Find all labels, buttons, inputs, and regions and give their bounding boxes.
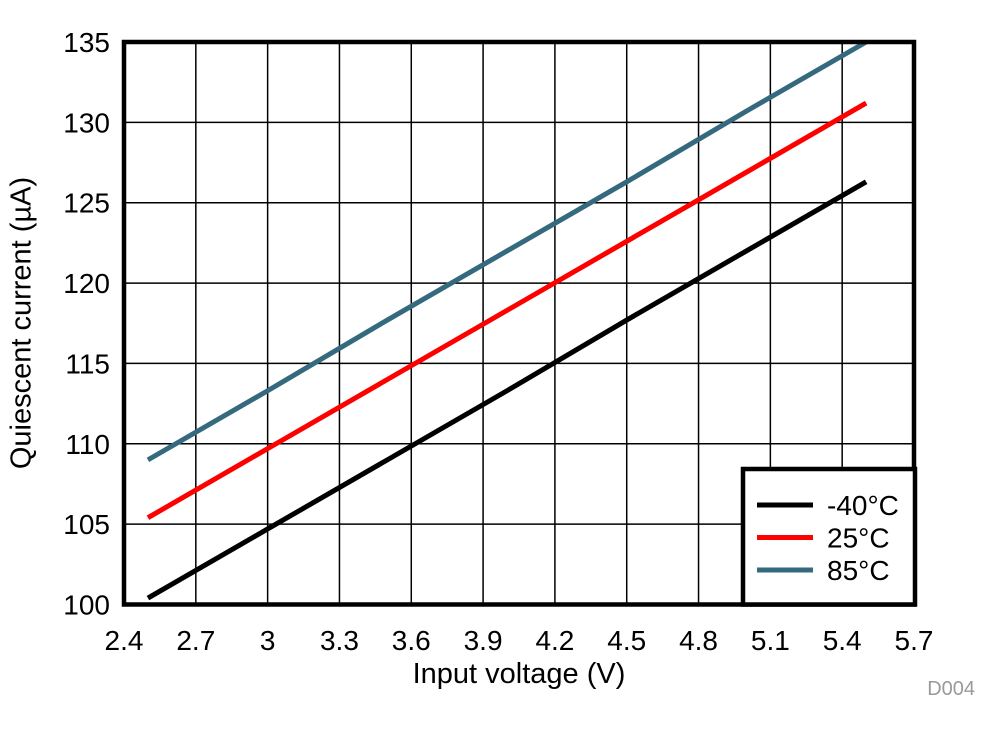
x-tick-label: 4.5 <box>607 625 646 656</box>
x-tick-label: 4.2 <box>535 625 574 656</box>
y-tick-label: 135 <box>63 27 110 58</box>
x-tick-label: 4.8 <box>679 625 718 656</box>
x-tick-label: 3.6 <box>392 625 431 656</box>
y-tick-label: 115 <box>65 348 110 379</box>
x-tick-label: 5.4 <box>823 625 862 656</box>
y-tick-label: 100 <box>63 590 110 621</box>
series-line-1 <box>146 100 868 520</box>
x-tick-label: 3.9 <box>464 625 503 656</box>
x-axis-title: Input voltage (V) <box>413 658 626 690</box>
legend-label-2: 85°C <box>827 555 890 586</box>
y-tick-label: 110 <box>65 429 110 460</box>
y-tick-label: 120 <box>63 268 110 299</box>
y-tick-label: 105 <box>63 509 110 540</box>
series-line-0 <box>146 179 868 601</box>
plot-border <box>121 39 917 607</box>
legend: -40°C25°C85°C <box>740 466 918 607</box>
y-tick-label: 130 <box>63 107 110 138</box>
x-tick-label: 2.7 <box>176 625 215 656</box>
x-tick-label: 2.4 <box>105 625 144 656</box>
legend-label-0: -40°C <box>827 490 899 521</box>
x-tick-label: 5.7 <box>895 625 934 656</box>
series-layer <box>146 39 868 601</box>
series-line-2 <box>146 39 868 463</box>
x-tick-label: 5.1 <box>751 625 790 656</box>
watermark: D004 <box>927 678 975 700</box>
tick-layer: 2.4 2.7 3 3.3 3.6 3.9 4.2 4.5 4.8 5.1 5.4 5.7 100 105… <box>63 27 933 656</box>
x-tick-label: 3 <box>260 625 276 656</box>
x-tick-label: 3.3 <box>320 625 359 656</box>
y-tick-label: 125 <box>63 188 110 219</box>
y-axis-title: Quiescent current (µA) <box>6 177 38 469</box>
legend-label-1: 25°C <box>827 523 890 554</box>
